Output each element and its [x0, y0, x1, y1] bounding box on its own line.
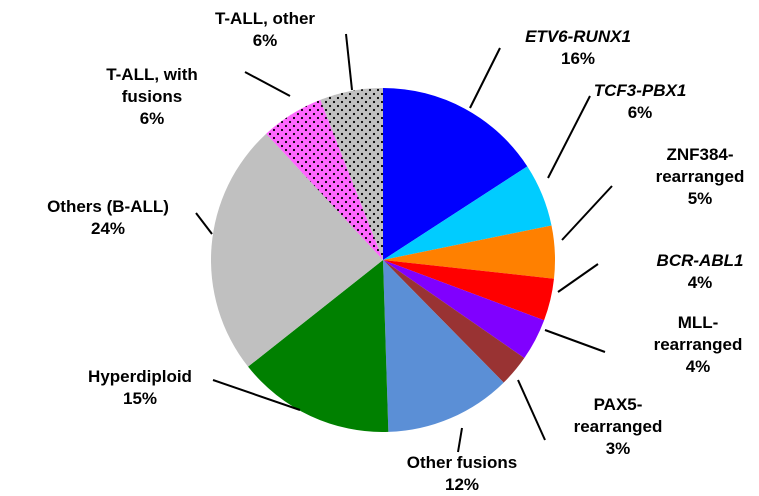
slice-label: MLL-rearranged 4%	[638, 312, 758, 378]
category-label: Hyperdiploid	[88, 367, 192, 386]
category-label: T-ALL, other	[214, 9, 316, 28]
leader-line	[212, 379, 301, 411]
value-label: 4%	[685, 357, 711, 376]
leader-line	[557, 263, 599, 293]
leader-line	[547, 95, 591, 179]
slice-label: Hyperdiploid 15%	[65, 366, 215, 410]
value-label: 6%	[252, 31, 278, 50]
category-label: T-ALL, with fusions	[106, 65, 198, 106]
slice-label: ETV6-RUNX1 16%	[488, 26, 668, 70]
leader-line	[345, 33, 353, 91]
value-label: 5%	[687, 189, 713, 208]
value-label: 12%	[444, 475, 480, 494]
leader-line	[457, 427, 463, 453]
category-label: Others (B-ALL)	[47, 197, 169, 216]
pie-slice	[383, 166, 552, 260]
pie-slice	[211, 133, 383, 367]
pie-slice	[383, 260, 504, 432]
slice-label: BCR-ABL1 4%	[635, 250, 759, 294]
pie-slice	[383, 260, 525, 383]
leader-line	[244, 71, 291, 97]
pie-slice	[383, 225, 555, 279]
leader-line	[195, 212, 213, 235]
category-label: BCR-ABL1	[656, 251, 744, 270]
category-label: Other fusions	[406, 453, 518, 472]
leader-line	[517, 379, 546, 441]
category-label: TCF3-PBX1	[593, 81, 687, 100]
value-label: 16%	[560, 49, 596, 68]
category-label: PAX5-rearranged	[573, 395, 663, 436]
slice-pattern	[320, 88, 383, 260]
leader-line	[544, 329, 606, 353]
slice-label: T-ALL, other 6%	[190, 8, 340, 52]
category-label: ZNF384-rearranged	[655, 145, 745, 186]
slice-label: TCF3-PBX1 6%	[575, 80, 705, 124]
value-label: 15%	[122, 389, 158, 408]
value-label: 4%	[687, 273, 713, 292]
leader-line	[469, 47, 501, 109]
category-label: ETV6-RUNX1	[525, 27, 631, 46]
pie-slice	[383, 260, 545, 359]
slice-label: Other fusions 12%	[377, 452, 547, 496]
pie-slice	[383, 88, 528, 260]
slice-label: Others (B-ALL) 24%	[8, 196, 208, 240]
slice-label: PAX5-rearranged 3%	[558, 394, 678, 460]
value-label: 3%	[605, 439, 631, 458]
category-label: MLL-rearranged	[653, 313, 743, 354]
leader-line	[561, 185, 613, 241]
pie-slice	[248, 260, 389, 432]
slice-label: ZNF384-rearranged 5%	[635, 144, 759, 210]
slice-label: T-ALL, with fusions 6%	[77, 64, 227, 130]
slice-pattern	[266, 99, 383, 260]
value-label: 6%	[627, 103, 653, 122]
pie-slice	[383, 260, 554, 321]
value-label: 24%	[90, 219, 126, 238]
value-label: 6%	[139, 109, 165, 128]
